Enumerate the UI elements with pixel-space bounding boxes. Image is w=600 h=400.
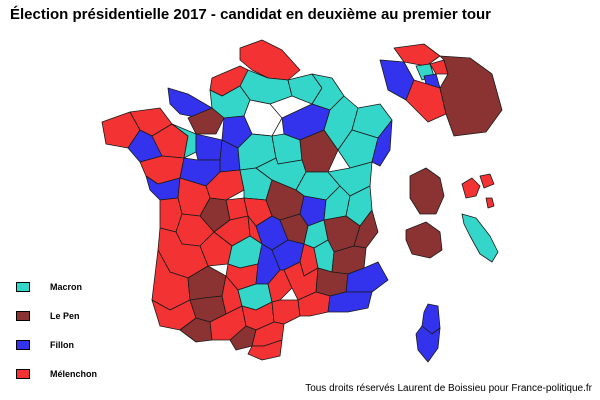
legend-item-fillon: Fillon (16, 338, 74, 352)
legend-item-macron: Macron (16, 280, 82, 294)
region-mayotte (405, 221, 443, 259)
region-guadeloupe-b (479, 173, 495, 189)
region-mayenne (171, 123, 197, 159)
legend-label-melenchon: Mélenchon (50, 369, 98, 379)
inset-val-marne (405, 79, 447, 123)
paris-inset (379, 43, 503, 137)
legend-label-macron: Macron (50, 282, 83, 292)
legend-swatch-macron (16, 282, 30, 292)
region-corse-du-sud (415, 325, 441, 363)
region-guyane (409, 167, 445, 215)
region-herault (271, 299, 301, 325)
region-orne (187, 107, 225, 135)
region-alsace (371, 119, 393, 167)
region-guadeloupe (461, 177, 481, 199)
metropolitan-france (101, 39, 393, 361)
legend-label-fillon: Fillon (50, 340, 74, 350)
region-pyrenees-orientales (247, 339, 283, 361)
overseas (405, 167, 499, 263)
legend-item-le-pen: Le Pen (16, 309, 80, 323)
legend-label-le-pen: Le Pen (50, 311, 80, 321)
region-savoie (353, 209, 379, 249)
legend-swatch-melenchon (16, 369, 30, 379)
credit-text: Tous droits réservés Laurent de Boissieu… (305, 383, 592, 394)
map-title: Élection présidentielle 2017 - candidat … (10, 6, 491, 23)
region-martinique (485, 197, 495, 209)
inset-seine-marne (439, 55, 503, 137)
corse (415, 303, 441, 363)
region-sarthe (195, 133, 223, 161)
inset-val-oise (393, 43, 441, 67)
region-reunion (461, 213, 499, 263)
legend-swatch-fillon (16, 340, 30, 350)
region-var (327, 291, 373, 313)
region-hautes-pyrenees (179, 317, 213, 343)
legend-item-melenchon: Mélenchon (16, 367, 97, 381)
legend-swatch-le-pen (16, 311, 30, 321)
